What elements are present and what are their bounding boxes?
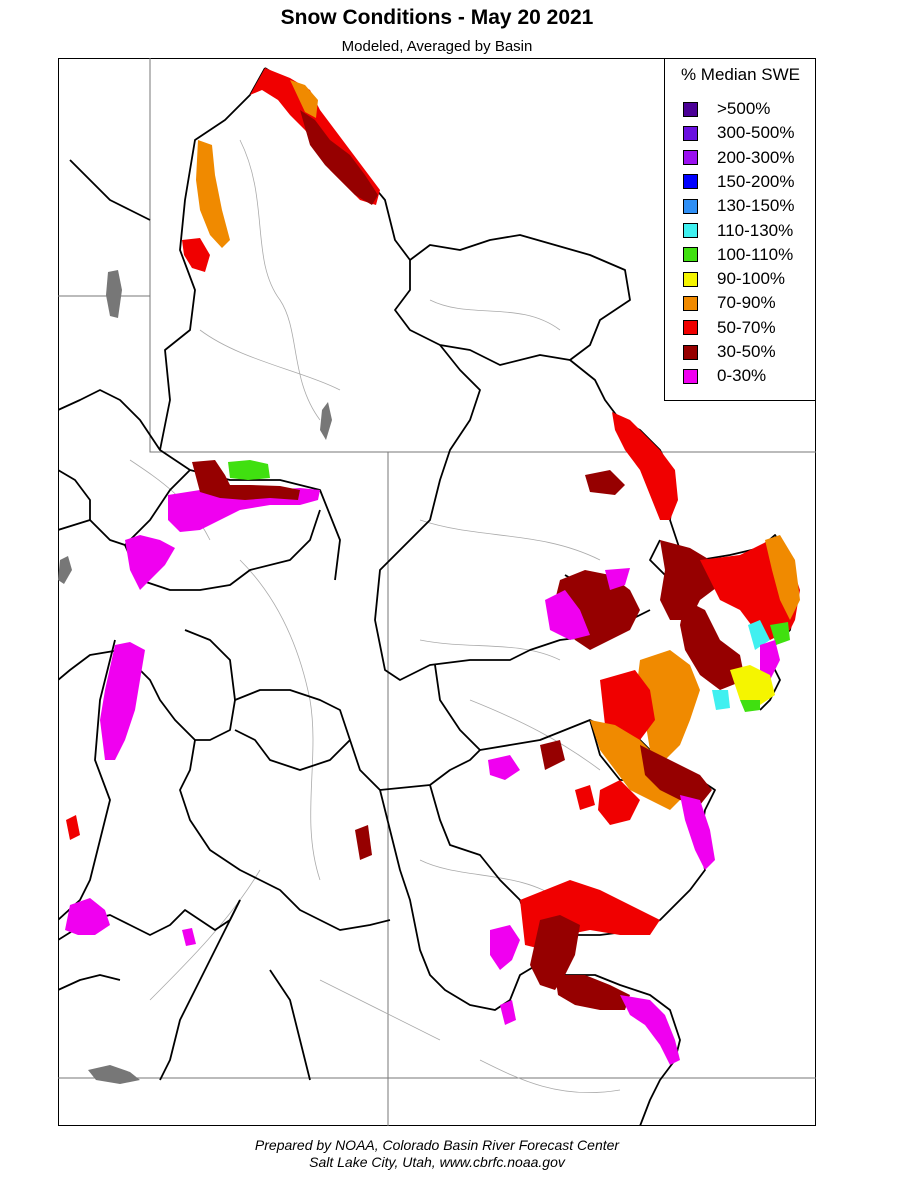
- legend-swatch: [683, 271, 698, 287]
- legend-label: 70-90%: [717, 293, 776, 313]
- legend-label: 300-500%: [717, 123, 795, 143]
- legend-item: 70-90%: [683, 293, 776, 313]
- legend-item: 110-130%: [683, 221, 793, 241]
- legend-item: 90-100%: [683, 269, 785, 289]
- legend-label: 90-100%: [717, 269, 786, 289]
- legend-swatch: [683, 344, 698, 360]
- legend-item: 100-110%: [683, 245, 793, 265]
- legend-swatch: [683, 247, 698, 263]
- map-title: Snow Conditions - May 20 2021: [280, 6, 594, 29]
- legend-swatch: [683, 368, 698, 384]
- legend-swatch: [683, 150, 698, 166]
- legend-item: 0-30%: [683, 366, 766, 386]
- legend-label: 150-200%: [717, 171, 795, 191]
- legend-item: >500%: [683, 99, 770, 119]
- snow-swe-patches: [65, 68, 800, 1065]
- legend-label: 110-130%: [717, 220, 794, 240]
- legend-item: 50-70%: [683, 318, 776, 338]
- legend-label: 30-50%: [717, 342, 776, 361]
- credit-line-2: Salt Lake City, Utah, www.cbrfc.noaa.gov: [309, 1154, 565, 1170]
- lakes: [58, 270, 332, 1084]
- rivers: [129, 139, 621, 1093]
- legend-item: 200-300%: [683, 148, 795, 168]
- legend-label: 130-150%: [717, 196, 795, 216]
- legend-swatch: [683, 101, 698, 117]
- legend-label: >500%: [717, 99, 771, 118]
- legend-item: 300-500%: [683, 123, 795, 143]
- map-subtitle: Modeled, Averaged by Basin: [341, 38, 533, 55]
- legend-title: % Median SWE: [680, 65, 801, 84]
- legend-label: 0-30%: [717, 366, 767, 386]
- legend-item: 30-50%: [683, 342, 776, 362]
- legend-swatch: [683, 320, 698, 336]
- legend-item: 130-150%: [683, 196, 795, 216]
- credit-line-1: Prepared by NOAA, Colorado Basin River F…: [254, 1137, 620, 1153]
- legend-swatch: [683, 295, 698, 311]
- legend-swatch: [683, 223, 698, 238]
- legend-item: 150-200%: [683, 172, 795, 192]
- legend-label: 50-70%: [717, 317, 776, 337]
- legend-swatch: [683, 174, 698, 190]
- legend-swatch: [683, 125, 698, 141]
- legend-label: 200-300%: [717, 147, 795, 167]
- legend-label: 100-110%: [717, 244, 794, 264]
- legend: % Median SWE >500% 300-500% 200-300% 150-20…: [664, 59, 815, 401]
- legend-swatch: [683, 198, 698, 214]
